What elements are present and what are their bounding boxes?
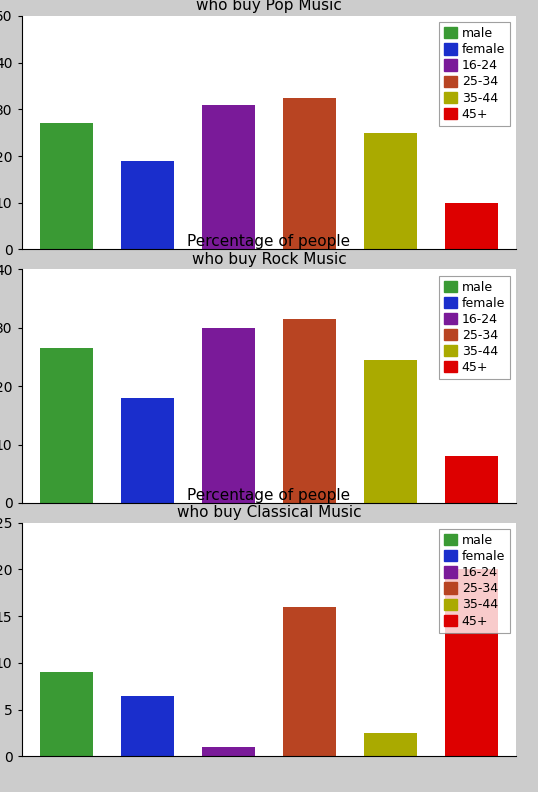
Bar [445,456,498,503]
Bar [121,161,174,249]
Bar [283,319,336,503]
Bar [364,733,417,756]
Title: Percentage of people
who buy Classical Music: Percentage of people who buy Classical M… [176,488,362,520]
Legend: male, female, 16-24, 25-34, 35-44, 45+: male, female, 16-24, 25-34, 35-44, 45+ [440,276,510,379]
Legend: male, female, 16-24, 25-34, 35-44, 45+: male, female, 16-24, 25-34, 35-44, 45+ [440,22,510,126]
Legend: male, female, 16-24, 25-34, 35-44, 45+: male, female, 16-24, 25-34, 35-44, 45+ [440,529,510,633]
Bar [364,132,417,249]
Bar [121,398,174,503]
Bar [283,97,336,249]
Bar [283,607,336,756]
Bar [40,124,93,249]
Bar [364,360,417,503]
Bar [121,695,174,756]
Title: Percentage of people
who buy Rock Music: Percentage of people who buy Rock Music [187,234,351,267]
Bar [40,672,93,756]
Bar [202,105,255,249]
Bar [202,328,255,503]
Bar [445,203,498,249]
Bar [40,348,93,503]
Bar [445,569,498,756]
Bar [202,747,255,756]
Title: Percentage of people
who buy Pop Music: Percentage of people who buy Pop Music [187,0,351,13]
